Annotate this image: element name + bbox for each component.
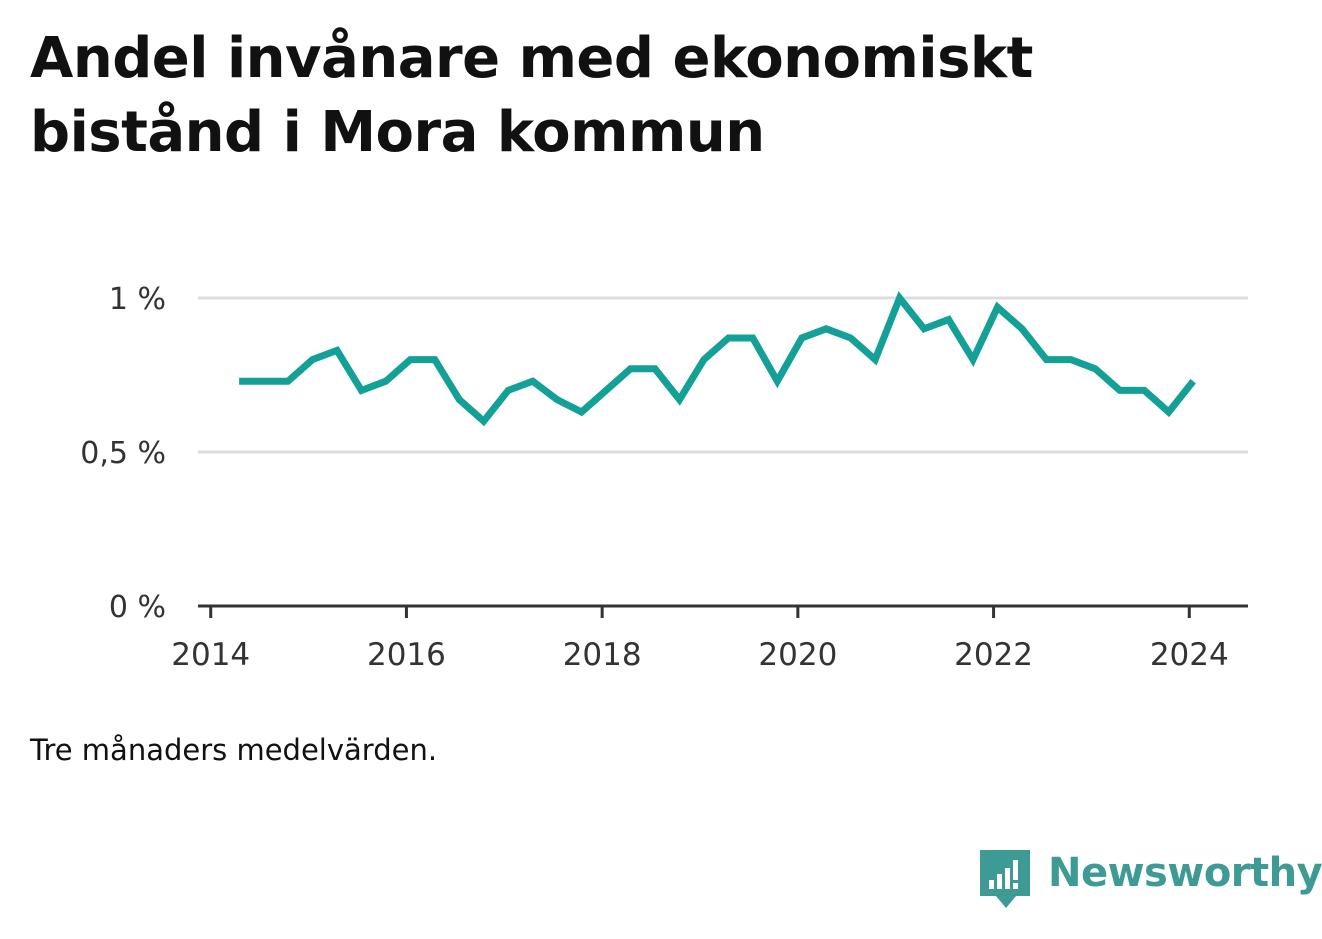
x-axis-labels: 2014 2016 2018 2020 2022 2024 <box>171 637 1228 673</box>
x-tick-label: 2016 <box>367 637 446 673</box>
x-tick-label: 2022 <box>954 637 1033 673</box>
y-tick-label: 0 % <box>109 590 166 625</box>
series-layer <box>238 291 1196 427</box>
gridlines <box>198 296 1248 454</box>
x-axis <box>198 604 1248 618</box>
chart-note: Tre månaders medelvärden. <box>30 733 438 767</box>
series-line <box>239 291 1196 427</box>
brand-logo[interactable]: Newsworthy <box>980 848 1322 914</box>
x-tick-label: 2018 <box>563 637 642 673</box>
x-tick-label: 2024 <box>1150 637 1229 673</box>
chart-title: Andel invånare med ekonomiskt bistånd i … <box>30 26 1033 165</box>
x-tick-label: 2020 <box>758 637 837 673</box>
brand-name: Newsworthy <box>1048 850 1322 896</box>
y-tick-label: 0,5 % <box>80 436 166 471</box>
x-tick-label: 2014 <box>171 637 250 673</box>
newsworthy-logo-icon <box>980 850 1030 908</box>
y-tick-label: 1 % <box>109 282 166 317</box>
y-axis-labels: 0 % 0,5 % 1 % <box>80 282 166 625</box>
